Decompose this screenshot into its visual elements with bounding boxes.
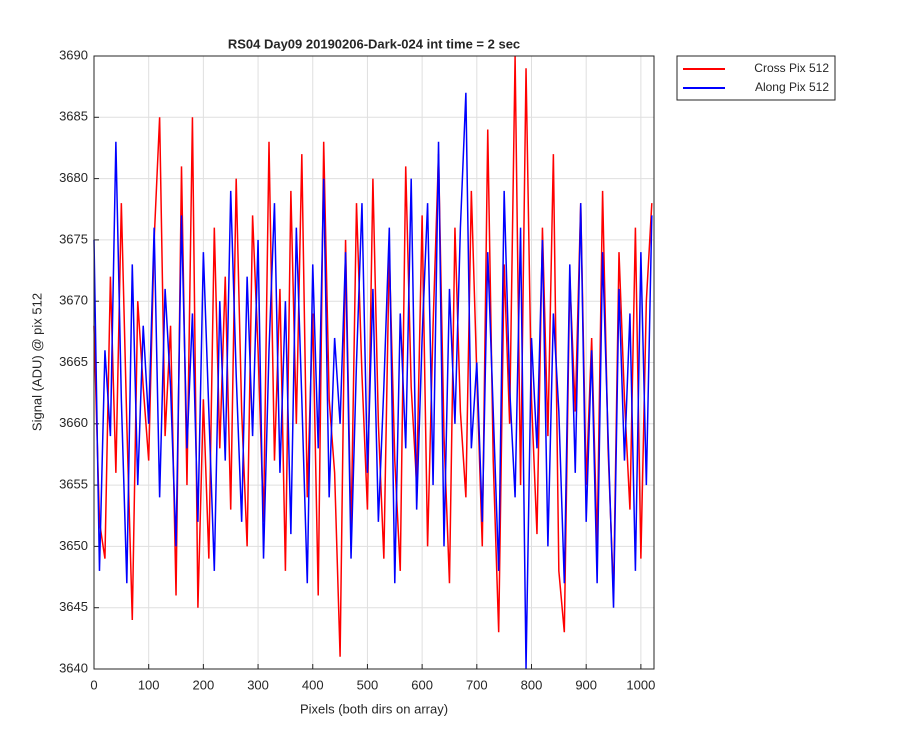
y-tick-label: 3675 (59, 231, 88, 246)
data-line (93, 55, 653, 657)
legend-label: Along Pix 512 (755, 80, 829, 94)
x-tick-label: 300 (247, 677, 269, 692)
y-tick-label: 3650 (59, 538, 88, 553)
x-tick-label: 400 (302, 677, 324, 692)
legend-box (676, 55, 836, 101)
x-tick-label: 700 (466, 677, 488, 692)
x-tick-label: 600 (411, 677, 433, 692)
x-tick-label: 800 (521, 677, 543, 692)
x-axis-label: Pixels (both dirs on array) (300, 701, 448, 716)
y-tick-label: 3665 (59, 354, 88, 369)
y-tick-label: 3680 (59, 170, 88, 185)
legend-label: Cross Pix 512 (754, 61, 829, 75)
y-tick-label: 3640 (59, 660, 88, 675)
plot-frame (93, 55, 655, 670)
x-tick-label: 900 (575, 677, 597, 692)
y-tick-label: 3645 (59, 599, 88, 614)
x-tick-label: 200 (193, 677, 215, 692)
y-tick-label: 3655 (59, 477, 88, 492)
y-tick-label: 3670 (59, 293, 88, 308)
x-tick-label: 1000 (626, 677, 655, 692)
x-tick-label: 0 (90, 677, 97, 692)
y-tick-label: 3690 (59, 47, 88, 62)
y-tick-label: 3660 (59, 415, 88, 430)
data-line (93, 92, 653, 670)
chart-title: RS04 Day09 20190206-Dark-024 int time = … (228, 36, 520, 51)
x-tick-label: 100 (138, 677, 160, 692)
y-tick-label: 3685 (59, 109, 88, 124)
x-tick-label: 500 (357, 677, 379, 692)
y-axis-label: Signal (ADU) @ pix 512 (29, 293, 44, 431)
